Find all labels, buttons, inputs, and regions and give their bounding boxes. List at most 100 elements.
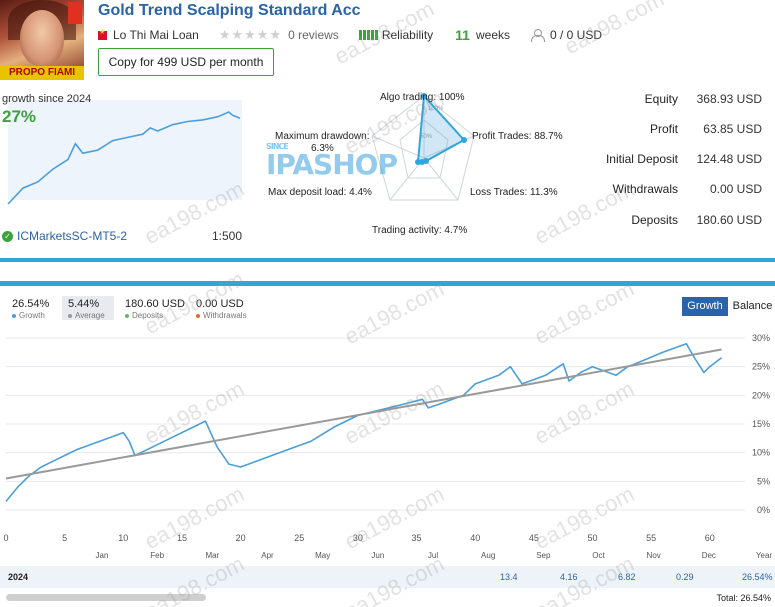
mini-chart-area [8, 100, 242, 200]
author-avatar[interactable]: PROPO FIAMI [0, 0, 84, 80]
radar-max-deposit-load: Max deposit load: 4.4% [268, 187, 372, 198]
vietnam-flag-icon [98, 28, 107, 40]
month-label: Apr [261, 551, 274, 560]
month-label: Jun [371, 551, 384, 560]
ipashop-text: IPASHOP [266, 148, 398, 181]
month-label: Aug [481, 551, 495, 560]
legend-dot-icon [196, 313, 200, 318]
month-label: Dec [702, 551, 716, 560]
legend-value: 5.44% [68, 298, 100, 310]
month-return-sep: 13.4 [500, 572, 518, 582]
signal-meta-row: Lo Thi Mai Loan ★★★★★ 0 reviews Reliabil… [98, 27, 602, 43]
radar-max-drawdown-value: 6.3% [311, 143, 334, 154]
year-label: 2024 [8, 572, 29, 582]
radar-chart: 100% 50% [371, 93, 475, 201]
x-tick-label: 20 [236, 533, 246, 543]
mini-growth-line [7, 111, 241, 205]
y-tick-label: 30% [752, 333, 770, 343]
section-divider-bottom [0, 281, 775, 286]
stat-profit: Profit 63.85 USD [590, 122, 770, 138]
signal-title[interactable]: Gold Trend Scalping Standard Acc [98, 2, 361, 19]
reliability-label: Reliability [381, 28, 434, 42]
month-label: Jul [428, 551, 438, 560]
total-row: Total: 26.54% [0, 590, 775, 607]
radar-point-profit [461, 137, 467, 143]
radar-trading-activity: Trading activity: 4.7% [372, 225, 468, 236]
x-tick-label: 30 [353, 533, 363, 543]
tab-balance[interactable]: Balance [732, 300, 773, 312]
broker-server[interactable]: ✓ ICMarketsSC-MT5-2 [2, 229, 127, 243]
ipashop-small-text: SINCE [266, 142, 289, 151]
stat-equity: Equity 368.93 USD [590, 92, 770, 108]
weeks-value: 11 [455, 27, 470, 43]
x-tick-label: 10 [118, 533, 128, 543]
growth-since-value: 27% [2, 107, 37, 126]
monthly-returns-row: 2024 13.4 4.16 6.82 0.29 26.54% [0, 566, 775, 588]
legend-dot-icon [125, 313, 129, 318]
y-tick-label: 0% [757, 505, 770, 515]
radar-grid [371, 95, 475, 201]
rating-stars-icon: ★★★★★ [218, 27, 283, 42]
radar-ring-inner [399, 119, 449, 179]
x-tick-label: 25 [294, 533, 304, 543]
x-tick-label: 40 [470, 533, 480, 543]
avatar-corner-flag [68, 2, 82, 24]
month-label: May [315, 551, 330, 560]
stat-label: Profit [649, 122, 678, 136]
stat-value: 63.85 USD [703, 122, 762, 136]
stat-label: Initial Deposit [605, 152, 678, 166]
section-divider-top [0, 258, 775, 262]
radar-point-algo [421, 93, 427, 99]
stat-label: Deposits [631, 213, 678, 227]
month-label: Feb [150, 551, 164, 560]
month-return-dec: 0.29 [676, 572, 694, 582]
legend-name: Withdrawals [203, 311, 247, 320]
month-return-nov: 6.82 [618, 572, 636, 582]
legend-value: 26.54% [12, 298, 50, 310]
x-tick-label: 45 [529, 533, 539, 543]
broker-name[interactable]: ICMarketsSC-MT5-2 [17, 229, 128, 243]
legend-value: 180.60 USD [125, 298, 185, 310]
stat-value: 0.00 USD [709, 182, 762, 196]
growth-chart: 0% 5% 10% 15% 20% 25% 30% 0 5 10 15 20 25 30 35 40 45 50 5… [3, 333, 773, 560]
horizontal-scrollbar[interactable] [6, 594, 206, 601]
radar-profit-trades: Profit Trades: 88.7% [472, 131, 563, 142]
weeks-label: weeks [475, 28, 510, 42]
legend-withdrawals[interactable]: 0.00 USD Withdrawals [196, 298, 247, 320]
month-label: Mar [205, 551, 219, 560]
y-tick-label: 20% [752, 390, 770, 400]
y-tick-label: 15% [752, 419, 770, 429]
legend-average[interactable]: 5.44% Average [68, 298, 105, 320]
author-name[interactable]: Lo Thi Mai Loan [113, 28, 199, 42]
radar-loss-trades: Loss Trades: 11.3% [470, 187, 558, 198]
subscribers-value: 0 / 0 USD [550, 28, 603, 42]
stat-label: Withdrawals [612, 182, 678, 196]
reliability-bars-icon [358, 30, 378, 40]
y-tick-label: 10% [752, 448, 770, 458]
legend-name: Growth [19, 311, 45, 320]
growth-since-label: growth since 2024 [2, 93, 92, 105]
radar-algo-trading: Algo trading: 100% [380, 92, 465, 103]
year-return: 26.54% [742, 572, 773, 582]
ipashop-watermark: SINCE IPASHOP [266, 142, 398, 181]
y-tick-label: 25% [752, 362, 770, 372]
legend-dot-icon [68, 313, 72, 318]
month-label: Oct [592, 551, 605, 560]
avatar-face [20, 10, 64, 66]
tab-growth[interactable]: Growth [682, 297, 728, 316]
radar-point-load [415, 159, 421, 165]
stat-label: Equity [644, 92, 678, 106]
month-label: Year [756, 551, 773, 560]
avatar-tag: PROPO FIAMI [0, 66, 84, 80]
month-label: Nov [647, 551, 661, 560]
stat-value: 368.93 USD [696, 92, 762, 106]
x-tick-label: 35 [412, 533, 422, 543]
month-return-oct: 4.16 [560, 572, 578, 582]
legend-growth[interactable]: 26.54% Growth [12, 298, 49, 320]
leverage-value: 1:500 [212, 229, 243, 243]
legend-deposits[interactable]: 180.60 USD Deposits [125, 298, 185, 320]
reviews-count[interactable]: 0 reviews [288, 28, 339, 42]
copy-signal-button[interactable]: Copy for 499 USD per month [98, 48, 274, 76]
x-tick-label: 5 [62, 533, 67, 543]
stat-initial-deposit: Initial Deposit 124.48 USD [590, 152, 770, 168]
